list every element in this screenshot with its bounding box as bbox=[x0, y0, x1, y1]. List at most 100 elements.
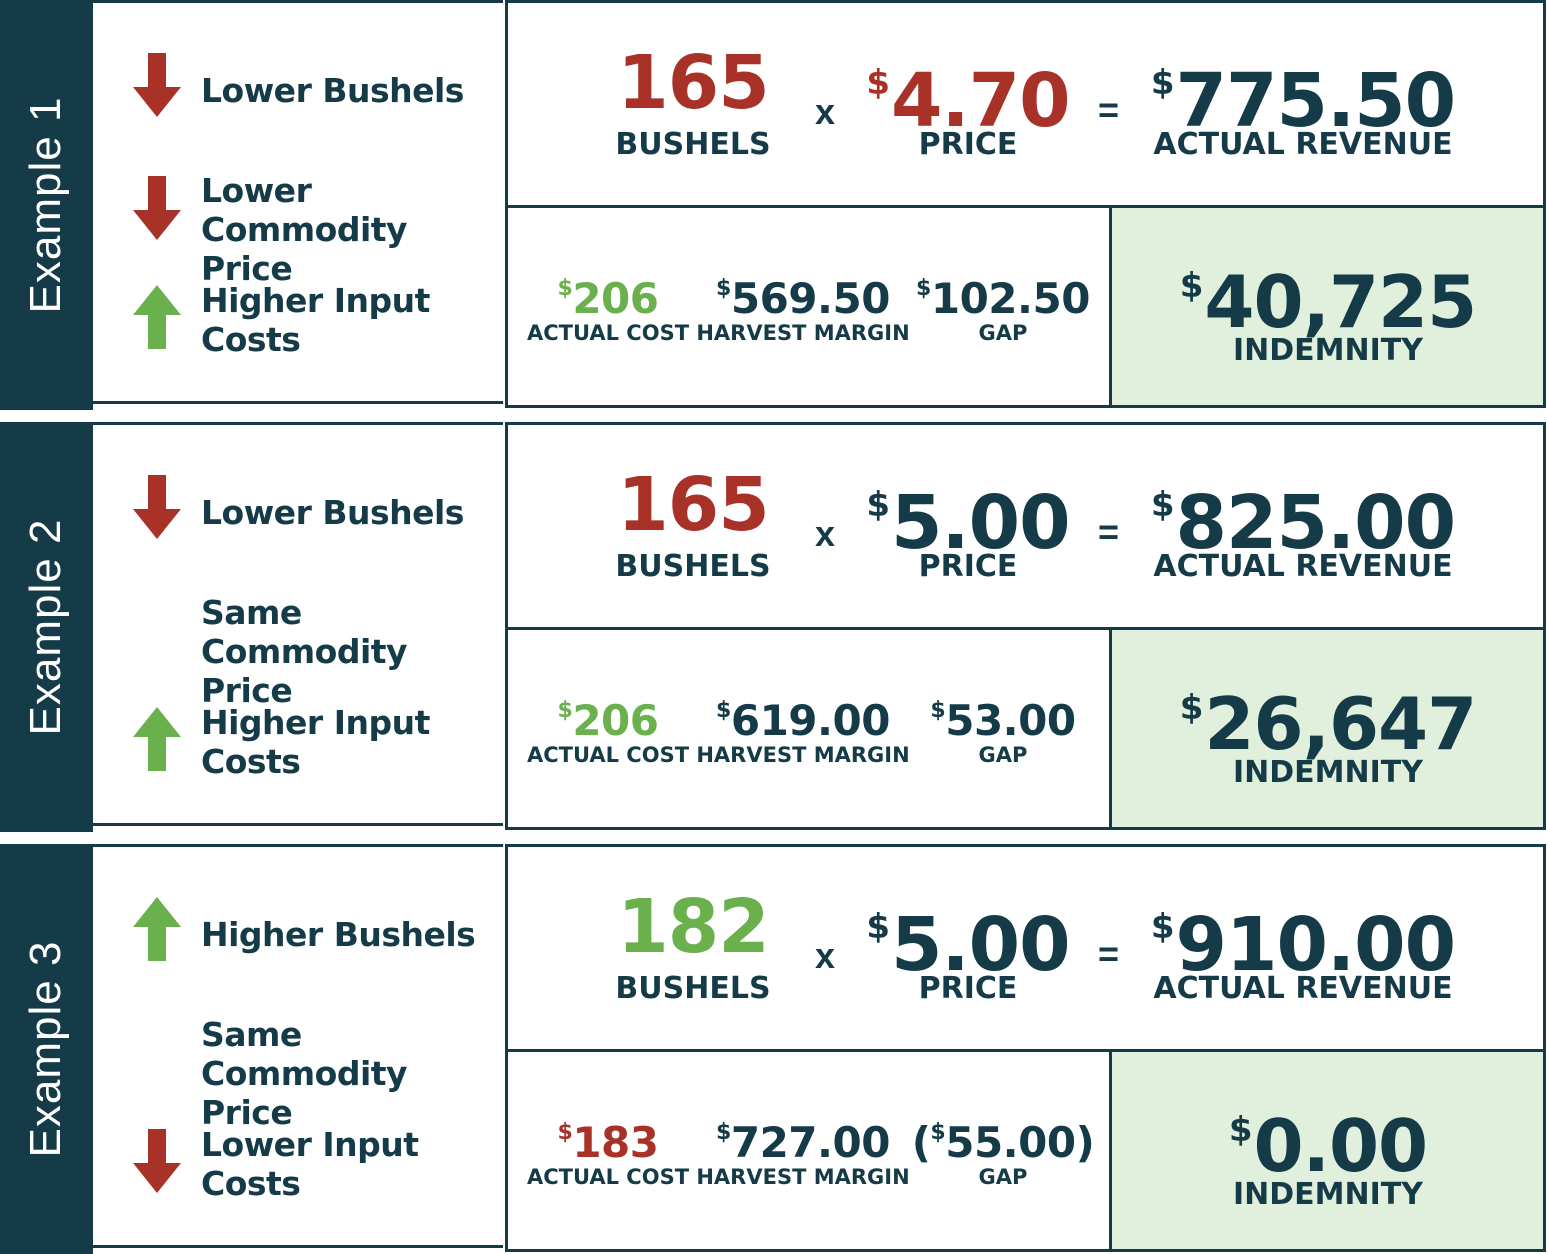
bushels-label: BUSHELS bbox=[615, 971, 771, 1006]
factor-item: Lower Bushels bbox=[93, 53, 503, 143]
down-arrow-icon bbox=[133, 53, 181, 117]
price-label: PRICE bbox=[918, 971, 1018, 1006]
calculation-panel: 165 BUSHELS x $4.70 PRICE = $775.50 ACTU… bbox=[505, 0, 1546, 408]
divider bbox=[1109, 1049, 1112, 1252]
actual-cost-value: $183 bbox=[528, 1109, 688, 1167]
factor-text: Lower Bushels bbox=[201, 71, 464, 110]
down-arrow-icon bbox=[133, 475, 181, 539]
up-arrow-icon bbox=[133, 897, 181, 961]
currency-symbol: $ bbox=[1150, 63, 1175, 103]
divider bbox=[1109, 205, 1112, 408]
factor-item: Lower Commodity Price bbox=[93, 161, 503, 288]
divider bbox=[508, 1049, 1543, 1052]
factor-item: Same Commodity Price bbox=[93, 1005, 503, 1132]
harvest-margin-amount: 727.00 bbox=[730, 1118, 891, 1167]
revenue-value: $825.00 bbox=[1128, 465, 1478, 563]
factor-item: Higher Bushels bbox=[93, 897, 503, 987]
indemnity-amount: 40,725 bbox=[1204, 260, 1477, 344]
revenue-amount: 825.00 bbox=[1175, 480, 1457, 566]
factor-item: Higher Input Costs bbox=[93, 695, 503, 785]
actual-cost-value: $206 bbox=[528, 687, 688, 745]
actual-cost-label: ACTUAL COST bbox=[526, 1165, 690, 1189]
revenue-value: $775.50 bbox=[1128, 43, 1478, 141]
currency-symbol: $ bbox=[716, 276, 731, 301]
gap-label: GAP bbox=[978, 1165, 1028, 1189]
factor-item: Same Commodity Price bbox=[93, 583, 503, 710]
bushels-label: BUSHELS bbox=[615, 127, 771, 162]
up-arrow-icon bbox=[133, 285, 181, 349]
divider bbox=[508, 205, 1543, 208]
harvest-margin-value: $569.50 bbox=[703, 265, 903, 323]
currency-symbol: $ bbox=[1150, 907, 1175, 947]
price-amount: 5.00 bbox=[891, 480, 1071, 566]
indemnity-label: INDEMNITY bbox=[1233, 333, 1423, 368]
actual-cost-label: ACTUAL COST bbox=[526, 743, 690, 767]
calculation-panel: 165 BUSHELS x $5.00 PRICE = $825.00 ACTU… bbox=[505, 422, 1546, 830]
indemnity-amount: 0.00 bbox=[1253, 1104, 1429, 1188]
currency-symbol: $ bbox=[930, 1120, 946, 1145]
currency-symbol: $ bbox=[866, 907, 890, 947]
actual-cost-amount: 183 bbox=[572, 1118, 659, 1167]
gap-suffix: ) bbox=[1075, 1118, 1095, 1167]
revenue-label: ACTUAL REVENUE bbox=[1153, 549, 1453, 584]
indemnity-value: $0.00 bbox=[1128, 1091, 1528, 1185]
down-arrow-icon bbox=[133, 1129, 181, 1193]
harvest-margin-amount: 569.50 bbox=[730, 274, 891, 323]
factor-list: Lower Bushels Same Commodity Price Highe… bbox=[93, 422, 503, 826]
revenue-amount: 910.00 bbox=[1175, 902, 1457, 988]
harvest-margin-label: HARVEST MARGIN bbox=[696, 743, 910, 767]
currency-symbol: $ bbox=[866, 63, 890, 103]
calculation-panel: 182 BUSHELS x $5.00 PRICE = $910.00 ACTU… bbox=[505, 844, 1546, 1252]
factor-text: Higher Bushels bbox=[201, 915, 476, 954]
indemnity-box bbox=[1112, 1052, 1543, 1249]
harvest-margin-amount: 619.00 bbox=[730, 696, 891, 745]
bushels-value: 165 bbox=[617, 462, 769, 548]
indemnity-value: $40,725 bbox=[1128, 247, 1528, 341]
actual-cost-label: ACTUAL COST bbox=[526, 321, 690, 345]
gap-label: GAP bbox=[978, 321, 1028, 345]
factor-list: Higher Bushels Same Commodity Price Lowe… bbox=[93, 844, 503, 1248]
factor-list: Lower Bushels Lower Commodity Price High… bbox=[93, 0, 503, 404]
revenue-amount: 775.50 bbox=[1175, 58, 1457, 144]
factor-text: Lower Commodity Price bbox=[201, 171, 408, 288]
factor-item: Lower Input Costs bbox=[93, 1117, 503, 1207]
factor-text: Lower Bushels bbox=[201, 493, 464, 532]
currency-symbol: $ bbox=[916, 276, 931, 301]
gap-label: GAP bbox=[978, 743, 1028, 767]
gap-value: $102.50 bbox=[908, 265, 1098, 323]
equals-sign: = bbox=[1098, 89, 1120, 130]
example-sidebar: Example 3 bbox=[0, 844, 93, 1254]
factor-text: Higher Input Costs bbox=[201, 703, 430, 781]
currency-symbol: $ bbox=[716, 1120, 731, 1145]
bushels-label: BUSHELS bbox=[615, 549, 771, 584]
revenue-value: $910.00 bbox=[1128, 887, 1478, 985]
indemnity-box bbox=[1112, 208, 1543, 405]
down-arrow-icon bbox=[133, 176, 181, 240]
multiply-sign: x bbox=[815, 935, 836, 976]
example-label: Example 1 bbox=[21, 96, 70, 314]
currency-symbol: $ bbox=[557, 1120, 573, 1145]
equals-sign: = bbox=[1098, 933, 1120, 974]
gap-amount: 55.00 bbox=[945, 1118, 1076, 1167]
indemnity-label: INDEMNITY bbox=[1233, 755, 1423, 790]
currency-symbol: $ bbox=[1228, 1110, 1253, 1150]
harvest-margin-label: HARVEST MARGIN bbox=[696, 321, 910, 345]
currency-symbol: $ bbox=[557, 276, 573, 301]
up-arrow-icon bbox=[133, 707, 181, 771]
example-label: Example 3 bbox=[21, 940, 70, 1158]
bushels-value: 182 bbox=[617, 884, 769, 970]
currency-symbol: $ bbox=[866, 485, 890, 525]
currency-symbol: $ bbox=[716, 698, 731, 723]
example-sidebar: Example 1 bbox=[0, 0, 93, 410]
gap-amount: 102.50 bbox=[930, 274, 1091, 323]
multiply-sign: x bbox=[815, 91, 836, 132]
actual-cost-value: $206 bbox=[528, 265, 688, 323]
currency-symbol: $ bbox=[930, 698, 946, 723]
indemnity-value: $26,647 bbox=[1128, 669, 1528, 763]
indemnity-label: INDEMNITY bbox=[1233, 1177, 1423, 1212]
price-value: $4.70 bbox=[848, 43, 1088, 141]
example-sidebar: Example 2 bbox=[0, 422, 93, 832]
example-panel: Example 3 Higher Bushels Same Commodity … bbox=[0, 844, 1548, 1254]
currency-symbol: $ bbox=[1179, 266, 1204, 306]
price-value: $5.00 bbox=[848, 887, 1088, 985]
